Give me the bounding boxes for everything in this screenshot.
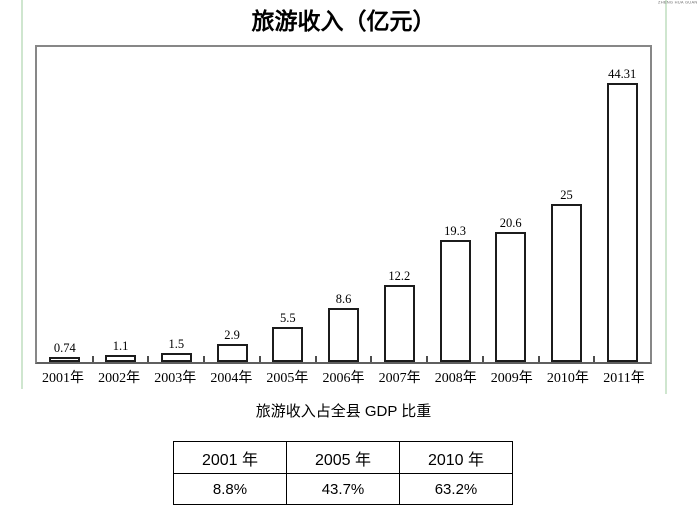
bar-value-label: 2.9 [224,328,240,342]
x-axis-tick [203,356,205,362]
bar-cell: 0.74 [37,47,93,362]
x-axis-label: 2007年 [378,371,421,386]
table-header-cell: 2005 年 [286,441,400,474]
x-axis-label: 2011年 [603,371,645,386]
bar [328,308,360,362]
x-axis-label: 2002年 [98,371,141,386]
bar-cell: 1.5 [148,47,204,362]
bar [216,344,248,362]
x-axis-tick [259,356,261,362]
green-guide-line-left [21,0,23,389]
x-axis-labels: 2001年 2002年 2003年 2004年 2005年 2006年 2007年 2008年… [35,369,652,388]
bar-value-label: 0.74 [53,341,76,355]
x-axis-tick [92,356,94,362]
bar-cell: 2.9 [204,47,260,362]
bar-value-label: 1.1 [112,339,129,353]
x-axis-tick [593,356,595,362]
bar-cell: 19.3 [427,47,483,362]
x-axis-tick [426,356,428,362]
table-header-cell: 2001 年 [173,441,287,474]
table-row: 8.8% 43.7% 63.2% [173,473,513,505]
bar [439,240,471,362]
chart-title: 旅游收入（亿元） [251,8,436,34]
x-axis-tick [370,356,372,362]
gdp-table-title: 旅游收入占全县 GDP 比重 [255,403,432,420]
bar-cell: 12.2 [371,47,427,362]
bar [49,357,81,362]
x-axis-label: 2005年 [266,371,309,386]
x-axis-label: 2003年 [154,371,197,386]
bar [383,285,415,362]
table-cell: 43.7% [286,473,400,505]
table-cell: 8.8% [173,473,287,505]
bar [105,355,137,362]
x-axis-tick [538,356,540,362]
table-header-cell: 2010 年 [399,441,513,474]
bar-value-label: 5.5 [279,311,296,325]
bar-cell: 8.6 [316,47,372,362]
bar-value-label: 1.5 [168,337,185,351]
table-cell: 63.2% [399,473,513,505]
bar-cell: 25 [539,47,595,362]
bar [550,204,582,362]
bar-cell: 1.1 [93,47,149,362]
x-axis-label: 2004年 [210,371,253,386]
bar [272,327,304,362]
table-header-row: 2001 年 2005 年 2010 年 [173,441,513,474]
bar-value-label: 12.2 [388,269,411,283]
bar-value-label: 44.31 [608,67,637,81]
bar [160,353,192,362]
x-axis-tick [482,356,484,362]
corner-watermark: ZHENG HUA GUAN [658,0,698,5]
green-guide-line-right [665,0,667,394]
bars-container: 0.74 1.1 1.5 2.9 5.5 8.6 12.2 19.3 20.6 25 44.31 [37,47,650,362]
x-axis-label: 2006年 [322,371,365,386]
bar-value-label: 8.6 [335,292,352,306]
bar [495,232,527,362]
x-axis-tick [315,356,317,362]
bar-value-label: 19.3 [444,224,466,238]
x-axis-label: 2001年 [42,371,85,386]
x-axis-label: 2010年 [546,371,589,386]
bar-cell: 20.6 [483,47,539,362]
x-axis-label: 2008年 [434,371,477,386]
bar-cell: 5.5 [260,47,316,362]
x-axis-tick [147,356,149,362]
x-axis-label: 2009年 [490,371,533,386]
gdp-ratio-table: 2001 年 2005 年 2010 年 8.8% 43.7% 63.2% [173,441,513,505]
bar-chart-plot-area: 0.74 1.1 1.5 2.9 5.5 8.6 12.2 19.3 20.6 25 44.31 [35,45,652,364]
bar-value-label: 25 [560,188,573,202]
bar-value-label: 20.6 [499,216,522,230]
bar [606,83,638,362]
bar-cell: 44.31 [594,47,650,362]
